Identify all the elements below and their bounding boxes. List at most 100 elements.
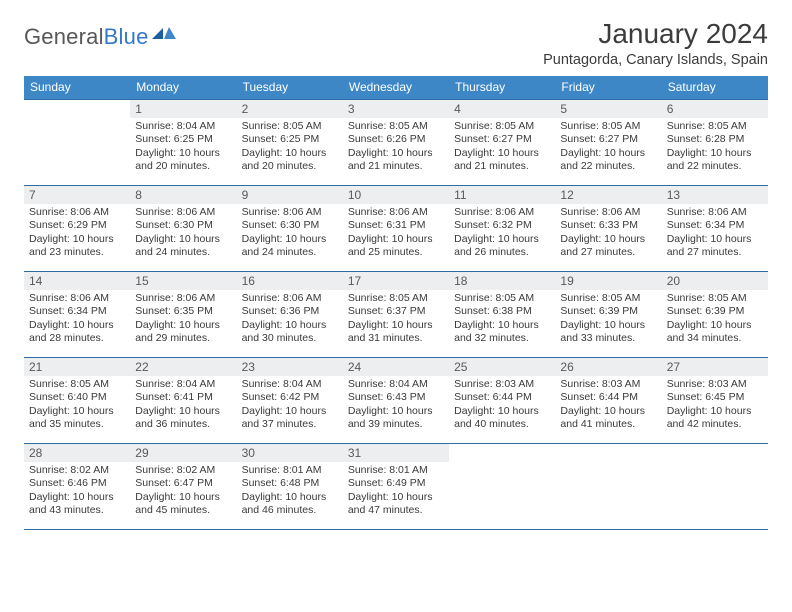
day-number: 13 [662, 186, 768, 204]
day-info: Sunrise: 8:06 AMSunset: 6:31 PMDaylight:… [347, 206, 445, 260]
calendar-day-cell: 9Sunrise: 8:06 AMSunset: 6:30 PMDaylight… [237, 186, 343, 272]
calendar-day-cell: 23 Sunrise: 8:04 AMSunset: 6:42 PMDayligh… [237, 358, 343, 444]
day-info: Sunrise: 8:06 AMSunset: 6:34 PMDaylight:… [28, 292, 126, 346]
calendar-day-cell: 24 Sunrise: 8:04 AMSunset: 6:43 PMDayligh… [343, 358, 449, 444]
day-header: Sunday [24, 76, 130, 100]
day-info: Sunrise: 8:06 AMSunset: 6:30 PMDaylight:… [134, 206, 232, 260]
day-info: Sunrise: 8:02 AMSunset: 6:46 PMDaylight:… [28, 464, 126, 518]
brand-text: GeneralBlue [24, 24, 149, 50]
day-info: Sunrise: 8:05 AMSunset: 6:39 PMDaylight:… [559, 292, 657, 346]
day-header: Thursday [449, 76, 555, 100]
calendar-day-cell: 21 Sunrise: 8:05 AMSunset: 6:40 PMDayligh… [24, 358, 130, 444]
calendar-day-cell: 8 Sunrise: 8:06 AMSunset: 6:30 PMDaylight… [130, 186, 236, 272]
day-number: 24 [343, 358, 449, 376]
calendar-day-cell: 18 Sunrise: 8:05 AMSunset: 6:38 PMDayligh… [449, 272, 555, 358]
day-info: Sunrise: 8:04 AMSunset: 6:43 PMDaylight:… [347, 378, 445, 432]
day-info: Sunrise: 8:05 AMSunset: 6:38 PMDaylight:… [453, 292, 551, 346]
calendar-day-cell: 4 Sunrise: 8:05 AMSunset: 6:27 PMDaylight… [449, 100, 555, 186]
day-info: Sunrise: 8:05 AMSunset: 6:28 PMDaylight:… [666, 120, 764, 174]
calendar-day-cell: 6Sunrise: 8:05 AMSunset: 6:28 PMDaylight… [662, 100, 768, 186]
day-info: Sunrise: 8:05 AMSunset: 6:27 PMDaylight:… [559, 120, 657, 174]
day-number: 5 [555, 100, 661, 118]
calendar-day-cell: 26Sunrise: 8:03 AMSunset: 6:44 PMDayligh… [555, 358, 661, 444]
calendar-table: SundayMondayTuesdayWednesdayThursdayFrid… [24, 76, 768, 530]
calendar-week-row: 1 Sunrise: 8:04 AMSunset: 6:25 PMDaylight… [24, 100, 768, 186]
calendar-day-cell: 12 Sunrise: 8:06 AMSunset: 6:33 PMDayligh… [555, 186, 661, 272]
brand-name-a: General [24, 24, 104, 49]
calendar-day-cell: 11 Sunrise: 8:06 AMSunset: 6:32 PMDayligh… [449, 186, 555, 272]
day-header: Tuesday [237, 76, 343, 100]
day-number: 19 [555, 272, 661, 290]
brand-mark-icon [152, 23, 176, 43]
day-info: Sunrise: 8:04 AMSunset: 6:41 PMDaylight:… [134, 378, 232, 432]
day-info: Sunrise: 8:06 AMSunset: 6:30 PMDaylight:… [241, 206, 339, 260]
calendar-day-cell [555, 444, 661, 530]
day-number: 10 [343, 186, 449, 204]
calendar-day-cell: 19 Sunrise: 8:05 AMSunset: 6:39 PMDayligh… [555, 272, 661, 358]
day-number: 21 [24, 358, 130, 376]
day-number: 3 [343, 100, 449, 118]
day-number: 23 [237, 358, 343, 376]
day-info: Sunrise: 8:01 AMSunset: 6:49 PMDaylight:… [347, 464, 445, 518]
day-number: 2 [237, 100, 343, 118]
day-info: Sunrise: 8:04 AMSunset: 6:42 PMDaylight:… [241, 378, 339, 432]
day-info: Sunrise: 8:05 AMSunset: 6:25 PMDaylight:… [241, 120, 339, 174]
calendar-day-cell [24, 100, 130, 186]
day-number: 8 [130, 186, 236, 204]
calendar-day-cell: 2 Sunrise: 8:05 AMSunset: 6:25 PMDaylight… [237, 100, 343, 186]
calendar-day-cell: 17Sunrise: 8:05 AMSunset: 6:37 PMDayligh… [343, 272, 449, 358]
day-info: Sunrise: 8:06 AMSunset: 6:33 PMDaylight:… [559, 206, 657, 260]
day-number: 16 [237, 272, 343, 290]
calendar-week-row: 7Sunrise: 8:06 AMSunset: 6:29 PMDaylight… [24, 186, 768, 272]
day-number: 12 [555, 186, 661, 204]
calendar-day-cell: 1 Sunrise: 8:04 AMSunset: 6:25 PMDaylight… [130, 100, 236, 186]
day-number: 14 [24, 272, 130, 290]
calendar-day-cell: 7Sunrise: 8:06 AMSunset: 6:29 PMDaylight… [24, 186, 130, 272]
day-header: Saturday [662, 76, 768, 100]
calendar-day-cell: 27Sunrise: 8:03 AMSunset: 6:45 PMDayligh… [662, 358, 768, 444]
calendar-week-row: 14 Sunrise: 8:06 AMSunset: 6:34 PMDayligh… [24, 272, 768, 358]
day-header: Monday [130, 76, 236, 100]
day-info: Sunrise: 8:04 AMSunset: 6:25 PMDaylight:… [134, 120, 232, 174]
day-info: Sunrise: 8:05 AMSunset: 6:37 PMDaylight:… [347, 292, 445, 346]
calendar-day-cell: 25 Sunrise: 8:03 AMSunset: 6:44 PMDayligh… [449, 358, 555, 444]
day-number: 22 [130, 358, 236, 376]
day-info: Sunrise: 8:02 AMSunset: 6:47 PMDaylight:… [134, 464, 232, 518]
calendar-day-cell: 30Sunrise: 8:01 AMSunset: 6:48 PMDayligh… [237, 444, 343, 530]
calendar-day-cell [449, 444, 555, 530]
day-header: Friday [555, 76, 661, 100]
day-number: 28 [24, 444, 130, 462]
day-info: Sunrise: 8:06 AMSunset: 6:32 PMDaylight:… [453, 206, 551, 260]
day-number: 29 [130, 444, 236, 462]
calendar-day-cell: 28 Sunrise: 8:02 AMSunset: 6:46 PMDayligh… [24, 444, 130, 530]
day-info: Sunrise: 8:03 AMSunset: 6:44 PMDaylight:… [559, 378, 657, 432]
day-info: Sunrise: 8:05 AMSunset: 6:27 PMDaylight:… [453, 120, 551, 174]
month-title: January 2024 [543, 18, 768, 50]
calendar-day-cell: 15 Sunrise: 8:06 AMSunset: 6:35 PMDayligh… [130, 272, 236, 358]
calendar-header-row: SundayMondayTuesdayWednesdayThursdayFrid… [24, 76, 768, 100]
day-info: Sunrise: 8:03 AMSunset: 6:44 PMDaylight:… [453, 378, 551, 432]
day-info: Sunrise: 8:06 AMSunset: 6:35 PMDaylight:… [134, 292, 232, 346]
day-info: Sunrise: 8:06 AMSunset: 6:29 PMDaylight:… [28, 206, 126, 260]
day-info: Sunrise: 8:05 AMSunset: 6:39 PMDaylight:… [666, 292, 764, 346]
brand-name-b: Blue [104, 24, 149, 49]
day-number: 27 [662, 358, 768, 376]
day-number: 30 [237, 444, 343, 462]
day-number: 11 [449, 186, 555, 204]
calendar-day-cell: 31 Sunrise: 8:01 AMSunset: 6:49 PMDayligh… [343, 444, 449, 530]
day-info: Sunrise: 8:05 AMSunset: 6:40 PMDaylight:… [28, 378, 126, 432]
calendar-week-row: 28 Sunrise: 8:02 AMSunset: 6:46 PMDayligh… [24, 444, 768, 530]
calendar-day-cell: 16Sunrise: 8:06 AMSunset: 6:36 PMDayligh… [237, 272, 343, 358]
day-number: 18 [449, 272, 555, 290]
brand-logo: GeneralBlue [24, 18, 176, 50]
day-number: 31 [343, 444, 449, 462]
calendar-day-cell: 10 Sunrise: 8:06 AMSunset: 6:31 PMDayligh… [343, 186, 449, 272]
day-number: 1 [130, 100, 236, 118]
day-info: Sunrise: 8:05 AMSunset: 6:26 PMDaylight:… [347, 120, 445, 174]
calendar-day-cell: 20 Sunrise: 8:05 AMSunset: 6:39 PMDayligh… [662, 272, 768, 358]
calendar-day-cell: 13Sunrise: 8:06 AMSunset: 6:34 PMDayligh… [662, 186, 768, 272]
day-number: 15 [130, 272, 236, 290]
day-number: 4 [449, 100, 555, 118]
day-number: 20 [662, 272, 768, 290]
day-number: 25 [449, 358, 555, 376]
